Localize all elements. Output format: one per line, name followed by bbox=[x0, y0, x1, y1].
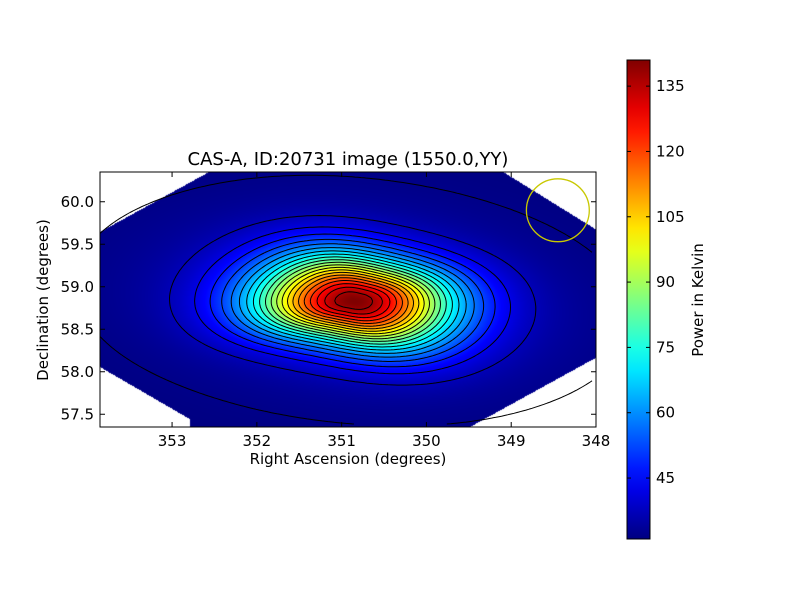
y-axis-ticks: 57.5 58.0 58.5 59.0 59.5 60.0 bbox=[61, 193, 596, 423]
contour-level-6 bbox=[238, 247, 467, 354]
x-axis-ticks: 353 352 351 350 349 348 bbox=[158, 172, 611, 450]
colorbar-tick-label: 60 bbox=[656, 404, 675, 422]
x-axis-label: Right Ascension (degrees) bbox=[250, 450, 447, 468]
contour-level-3 bbox=[209, 233, 496, 368]
contour-level-17 bbox=[303, 277, 403, 324]
colorbar-tick-label: 105 bbox=[656, 208, 685, 226]
contour-level-14 bbox=[287, 269, 420, 332]
y-tick-label: 59.5 bbox=[61, 235, 94, 253]
contour-level-10 bbox=[265, 259, 441, 342]
x-tick-label: 353 bbox=[158, 432, 187, 450]
y-tick-label: 57.5 bbox=[61, 405, 94, 423]
intensity-map bbox=[100, 172, 596, 427]
contour-level-9 bbox=[259, 256, 447, 345]
colorbar-label: Power in Kelvin bbox=[689, 243, 707, 357]
contour-level-12 bbox=[276, 264, 430, 337]
colorbar-gradient bbox=[627, 60, 650, 539]
x-tick-label: 352 bbox=[243, 432, 272, 450]
contour-level-5 bbox=[230, 243, 475, 358]
y-tick-label: 58.5 bbox=[61, 320, 94, 338]
colorbar-frame bbox=[626, 59, 651, 540]
colorbar-ticks: 45 60 75 90 105 120 135 bbox=[627, 77, 685, 487]
y-tick-label: 58.0 bbox=[61, 363, 94, 381]
contour-level-2 bbox=[194, 226, 511, 375]
contour-level-16 bbox=[298, 274, 409, 327]
colorbar-tick-label: 135 bbox=[656, 77, 685, 95]
colorbar-tick-label: 75 bbox=[656, 338, 675, 356]
plot-frame bbox=[99, 171, 597, 428]
contour-level-21 bbox=[334, 291, 374, 310]
x-tick-label: 348 bbox=[582, 432, 611, 450]
contour-level-4 bbox=[221, 238, 485, 362]
contour-level-20 bbox=[324, 286, 383, 315]
chart-title: CAS-A, ID:20731 image (1550.0,YY) bbox=[188, 149, 509, 170]
x-tick-label: 349 bbox=[497, 432, 526, 450]
y-tick-label: 59.0 bbox=[61, 278, 94, 296]
colorbar-tick-label: 45 bbox=[656, 469, 675, 487]
y-axis-label: Declination (degrees) bbox=[34, 219, 52, 381]
contour-level-11 bbox=[270, 261, 436, 340]
colorbar-tick-label: 90 bbox=[656, 273, 675, 291]
contour-level-13 bbox=[281, 266, 425, 335]
contour-level-1 bbox=[169, 215, 537, 386]
colorbar: 45 60 75 90 105 120 135 Power in Kelvin bbox=[626, 59, 707, 540]
contour-level-0 bbox=[100, 174, 593, 425]
x-tick-label: 350 bbox=[412, 432, 441, 450]
colorbar-tick-label: 120 bbox=[656, 142, 685, 160]
contour-level-15 bbox=[292, 271, 414, 330]
beam-circle bbox=[525, 178, 590, 243]
plot-area: 353 352 351 350 349 348 57.5 58.0 58.5 59.0 59.5 6… bbox=[61, 171, 611, 450]
contour-level-18 bbox=[309, 280, 397, 322]
x-tick-label: 351 bbox=[327, 432, 356, 450]
contour-level-8 bbox=[252, 253, 453, 348]
contour-level-19 bbox=[316, 283, 391, 319]
contour-lines bbox=[100, 174, 593, 425]
y-tick-label: 60.0 bbox=[61, 193, 94, 211]
contour-level-7 bbox=[246, 250, 460, 351]
